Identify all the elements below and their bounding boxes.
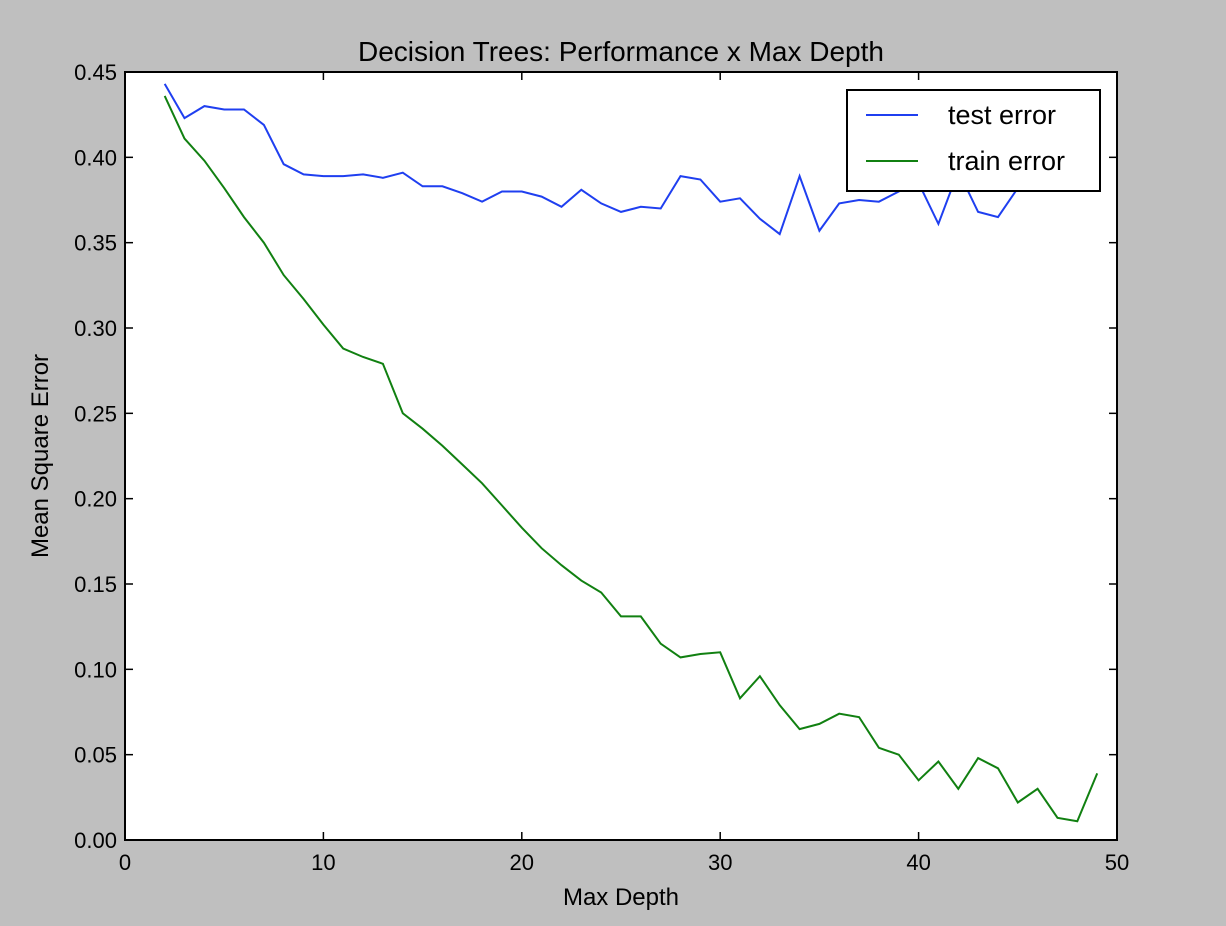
y-tick-label: 0.20 xyxy=(74,487,117,512)
y-tick-label: 0.05 xyxy=(74,743,117,768)
x-tick-label: 40 xyxy=(906,850,930,875)
plot-area xyxy=(125,72,1117,840)
series-line-train-error xyxy=(163,95,1099,823)
legend: test error train error xyxy=(846,89,1101,192)
x-tick-label: 10 xyxy=(311,850,335,875)
y-tick-label: 0.15 xyxy=(74,572,117,597)
y-tick-label: 0.40 xyxy=(74,145,117,170)
y-tick-label: 0.10 xyxy=(74,657,117,682)
y-tick-label: 0.45 xyxy=(74,60,117,85)
x-tick-label: 50 xyxy=(1105,850,1129,875)
series-group xyxy=(163,83,1099,823)
legend-label: test error xyxy=(948,100,1056,130)
axis-ticks: 0 10 20 30 40 50 0.00 0.05 0.10 0.15 0.20 0.25 0.30 0… xyxy=(74,60,1129,875)
legend-label: train error xyxy=(948,146,1065,176)
series-line-test-error xyxy=(163,83,1098,236)
x-tick-label: 20 xyxy=(510,850,534,875)
plot-frame xyxy=(124,71,1118,841)
legend-box xyxy=(846,89,1101,192)
y-tick-label: 0.30 xyxy=(74,316,117,341)
chart-title: Decision Trees: Performance x Max Depth xyxy=(358,36,884,67)
y-tick-label: 0.00 xyxy=(74,828,117,853)
x-tick-label: 30 xyxy=(708,850,732,875)
y-axis-label: Mean Square Error xyxy=(27,354,54,558)
x-axis-label: Max Depth xyxy=(563,884,679,911)
x-tick-label: 0 xyxy=(119,850,131,875)
y-tick-label: 0.25 xyxy=(74,401,117,426)
y-tick-label: 0.35 xyxy=(74,231,117,256)
